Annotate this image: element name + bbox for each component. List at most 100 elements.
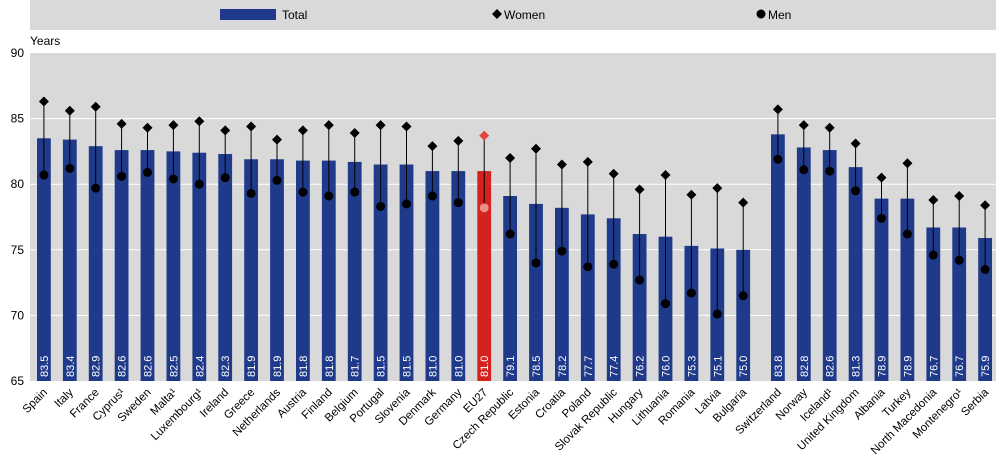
y-tick-label: 65 <box>11 374 25 388</box>
value-label-Lithuania: 76.0 <box>661 356 673 377</box>
women-marker-Iceland¹ <box>824 122 835 133</box>
men-marker-Turkey <box>902 229 912 239</box>
women-marker-Greece <box>246 121 257 132</box>
men-marker-Albania <box>877 213 886 223</box>
men-marker-Slovenia <box>402 199 411 209</box>
value-label-Slovak Republic: 77.4 <box>609 356 621 377</box>
women-marker-United Kingdom <box>850 138 861 149</box>
value-label-Sweden: 82.6 <box>143 356 155 377</box>
women-marker-Italy <box>64 105 75 116</box>
value-label-Croatia: 78.2 <box>557 356 569 377</box>
value-label-Slovenia: 81.5 <box>402 356 414 377</box>
men-marker-Cyprus¹ <box>117 171 127 181</box>
women-marker-Estonia <box>531 143 541 154</box>
women-marker-Lithuania <box>660 170 671 181</box>
women-marker-Slovenia <box>401 121 412 132</box>
women-marker-Malta¹ <box>168 120 179 131</box>
y-tick-label: 90 <box>11 46 25 60</box>
women-marker-Portugal <box>375 120 386 131</box>
men-marker-Croatia <box>557 246 567 256</box>
women-marker-Sweden <box>142 122 153 133</box>
women-marker-Montenegro¹ <box>954 191 965 202</box>
bar-Finland <box>321 160 336 381</box>
bar-Romania <box>684 245 699 381</box>
value-labels: 83.5 83.4 82.9 82.6 82.6 82.5 82.4 82.3 81.9 81.9… <box>39 356 992 377</box>
women-marker-Latvia <box>712 183 723 194</box>
women-marker-Poland <box>582 156 593 167</box>
men-marker-Belgium <box>350 187 360 197</box>
women-marker-Germany <box>453 135 464 146</box>
men-marker-Romania <box>686 288 696 298</box>
men-marker-Estonia <box>531 258 541 268</box>
men-marker-Greece <box>246 188 256 198</box>
bar-Hungary <box>632 234 647 381</box>
bar-Turkey <box>900 198 915 381</box>
men-marker-Finland <box>324 191 334 201</box>
women-marker-Hungary <box>634 184 645 195</box>
women-marker-Austria <box>297 125 308 136</box>
women-marker-Czech Republic <box>505 152 516 163</box>
men-marker-Malta¹ <box>168 174 178 184</box>
value-label-Hungary: 76.2 <box>635 356 647 377</box>
bar-Italy <box>62 139 77 381</box>
legend-background <box>30 0 996 30</box>
women-marker-France <box>90 101 101 112</box>
y-tick-label: 70 <box>11 308 25 322</box>
value-label-Iceland¹: 82.6 <box>825 356 837 377</box>
bar-Belgium <box>347 161 362 381</box>
y-axis-title: Years <box>30 34 60 48</box>
women-marker-Switzerland <box>772 104 783 115</box>
value-label-Spain: 83.5 <box>39 356 51 377</box>
bar-Malta¹ <box>166 151 181 381</box>
value-label-United Kingdom: 81.3 <box>851 356 863 377</box>
men-marker-Montenegro¹ <box>954 255 964 265</box>
value-label-EU27: 81.0 <box>479 356 491 377</box>
bars <box>37 134 992 381</box>
legend-total-label: Total <box>282 8 307 22</box>
men-marker-Germany <box>453 198 463 208</box>
bar-Luxembourg¹ <box>192 152 207 381</box>
women-marker-Slovak Republic <box>608 168 619 179</box>
bar-Slovenia <box>399 164 414 381</box>
women-marker-Denmark <box>427 141 438 152</box>
bar-Serbia <box>978 237 992 381</box>
value-label-Portugal: 81.5 <box>376 356 388 377</box>
women-marker-Bulgaria <box>738 197 749 208</box>
men-marker-Austria <box>298 187 308 197</box>
legend-men-label: Men <box>768 8 791 22</box>
bar-Greece <box>244 159 258 381</box>
women-marker-Cyprus¹ <box>116 118 127 129</box>
bar-Slovak Republic <box>606 218 621 381</box>
value-label-Finland: 81.8 <box>324 356 336 377</box>
bar-Denmark <box>425 171 440 381</box>
men-marker-Portugal <box>376 202 386 212</box>
men-marker-Norway <box>799 165 809 175</box>
value-label-Denmark: 81.0 <box>427 356 439 377</box>
women-marker-Finland <box>323 120 334 131</box>
value-label-Germany: 81.0 <box>453 356 465 377</box>
bar-Sweden <box>140 150 155 381</box>
men-marker-Poland <box>583 262 593 272</box>
bar-Bulgaria <box>736 249 751 381</box>
category-label-Serbia: Serbia <box>959 386 991 418</box>
value-label-Serbia: 75.9 <box>980 356 992 377</box>
men-marker-Denmark <box>427 191 437 201</box>
bar-Austria <box>296 160 310 381</box>
value-label-Montenegro¹: 76.7 <box>954 356 966 377</box>
bar-Czech Republic <box>503 196 517 381</box>
women-marker-Netherlands <box>272 134 282 145</box>
bar-Cyprus¹ <box>114 150 129 381</box>
bar-Albania <box>874 198 889 381</box>
value-label-Estonia: 78.5 <box>531 356 543 377</box>
women-marker-Croatia <box>556 159 567 170</box>
men-marker-Italy <box>65 163 75 173</box>
men-marker-Latvia <box>712 309 722 319</box>
y-tick-label: 80 <box>11 177 25 191</box>
value-label-Netherlands: 81.9 <box>272 356 284 377</box>
value-label-Switzerland: 83.8 <box>773 356 785 377</box>
women-marker-Spain <box>38 96 49 107</box>
men-marker-Iceland¹ <box>825 166 835 176</box>
value-label-Bulgaria: 75.0 <box>738 356 750 377</box>
women-marker-Serbia <box>980 200 991 211</box>
bar-North Macedonia <box>926 227 941 381</box>
